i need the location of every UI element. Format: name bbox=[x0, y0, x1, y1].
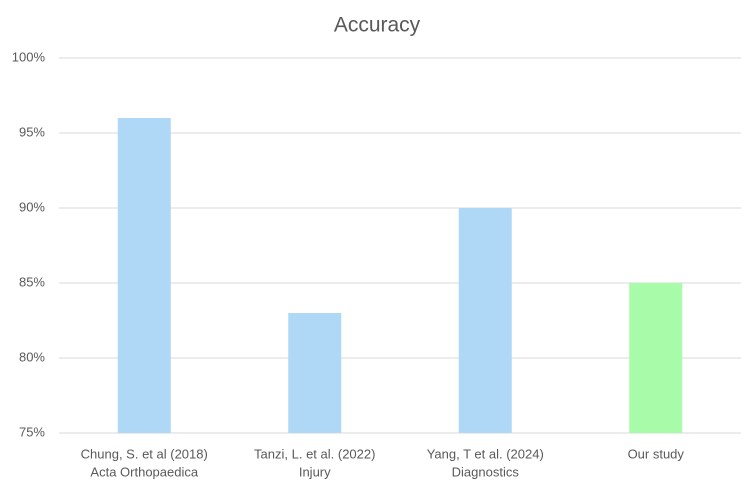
chart-title: Accuracy bbox=[334, 14, 421, 37]
x-tick-label: Yang, T et al. (2024) bbox=[427, 446, 544, 461]
y-tick-label: 90% bbox=[19, 199, 45, 214]
y-tick-label: 85% bbox=[19, 274, 45, 289]
x-tick-label: Diagnostics bbox=[452, 464, 520, 479]
y-tick-label: 95% bbox=[19, 124, 45, 139]
x-tick-label: Chung, S. et al (2018) bbox=[81, 446, 208, 461]
x-tick-label: Injury bbox=[299, 464, 331, 479]
bar bbox=[288, 313, 342, 433]
x-tick-label: Acta Orthopaedica bbox=[90, 464, 198, 479]
bar bbox=[117, 118, 171, 433]
y-tick-label: 80% bbox=[19, 349, 45, 364]
y-tick-label: 75% bbox=[19, 424, 45, 439]
x-tick-label: Tanzi, L. et al. (2022) bbox=[254, 446, 375, 461]
x-tick-label: Our study bbox=[628, 446, 685, 461]
bar bbox=[629, 283, 683, 433]
bar bbox=[458, 208, 512, 433]
y-tick-label: 100% bbox=[12, 49, 46, 64]
